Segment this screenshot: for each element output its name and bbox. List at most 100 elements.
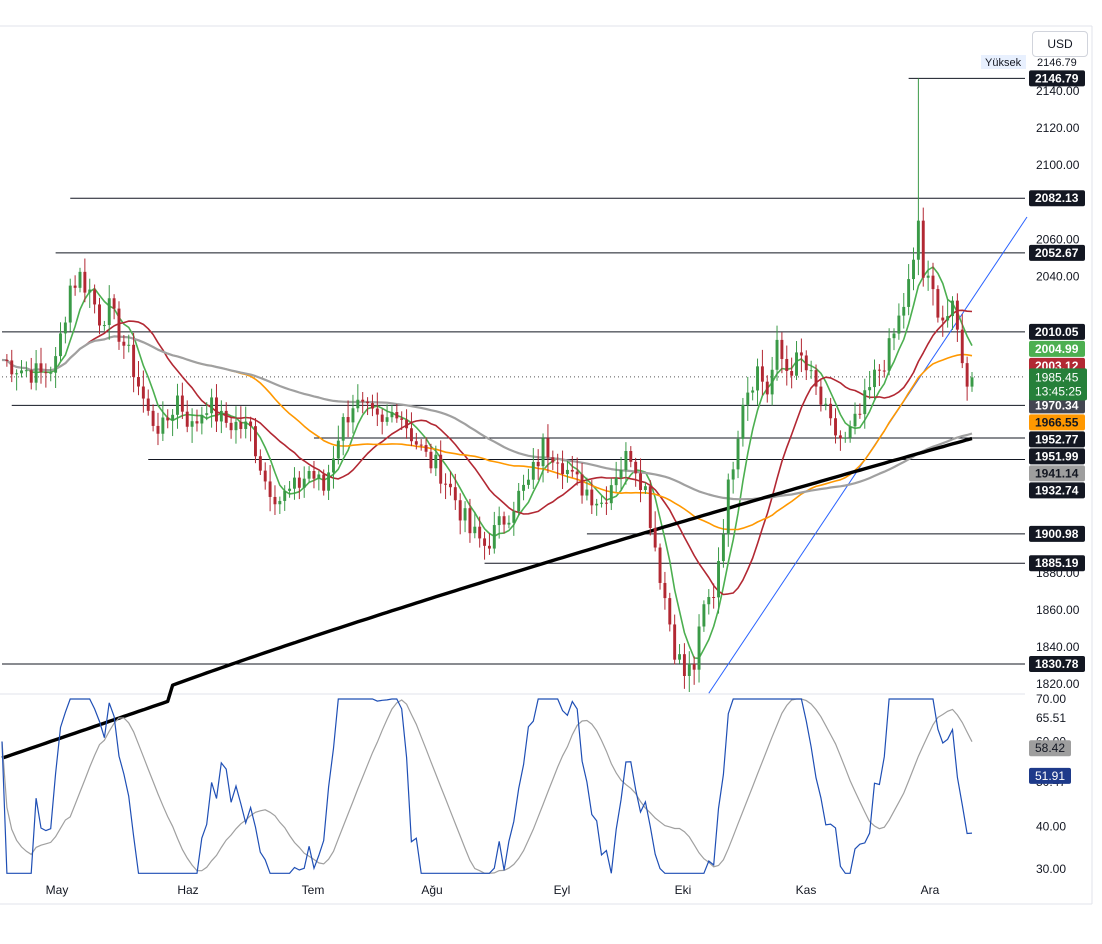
candle — [434, 445, 438, 477]
candle-body — [561, 463, 565, 475]
candle — [921, 207, 925, 287]
candle-body — [707, 596, 711, 605]
candle-body — [965, 363, 969, 387]
price-label-badge: 1885.19 — [1029, 555, 1085, 572]
candle-body — [424, 445, 428, 452]
candle-body — [312, 471, 316, 479]
price-axis[interactable]: 2140.00 2120.00 2100.00 2060.00 2040.00 1860.… — [1036, 84, 1080, 691]
horizontal-levels[interactable] — [2, 77, 1025, 665]
time-tick-label: Haz — [177, 883, 198, 897]
candle — [405, 409, 409, 439]
candle-body — [283, 490, 287, 501]
candle — [283, 485, 287, 511]
candle-body — [219, 410, 223, 422]
candle-body — [239, 421, 243, 429]
candle — [829, 397, 833, 426]
candle — [307, 466, 311, 483]
candle — [215, 384, 218, 433]
candle — [502, 511, 506, 534]
candle-body — [107, 298, 111, 326]
time-tick-label: Ara — [921, 883, 940, 897]
candle-body — [49, 372, 53, 374]
candle-body — [970, 377, 974, 387]
candle — [20, 360, 23, 378]
candle-body — [468, 508, 472, 534]
candle — [951, 296, 954, 330]
price-label-bg — [1029, 190, 1085, 207]
candle-body — [487, 545, 491, 549]
candle-body — [887, 338, 891, 371]
moving-average-6 — [1, 266, 973, 660]
candle — [68, 278, 72, 332]
candle-body — [117, 308, 121, 342]
candle — [575, 457, 579, 486]
price-label-text: 1900.98 — [1035, 527, 1079, 541]
candle — [551, 450, 555, 471]
price-label-bg — [1029, 244, 1085, 261]
candle-body — [336, 440, 340, 459]
candle — [600, 495, 604, 508]
time-axis[interactable]: May Haz Tem Ağu Eyl Eki Kas Ara — [46, 883, 940, 897]
candle — [877, 364, 881, 387]
candle-body — [824, 403, 828, 405]
price-label-bg — [1029, 414, 1085, 431]
candle-body — [24, 370, 28, 372]
candle — [239, 406, 243, 439]
candle — [536, 449, 540, 480]
candle — [873, 359, 876, 399]
candle — [278, 496, 282, 514]
candle — [936, 285, 940, 323]
candle — [609, 478, 613, 511]
price-label-text: 2082.13 — [1035, 191, 1079, 205]
candle-body — [132, 344, 136, 378]
candle-body — [88, 289, 92, 293]
candle — [5, 354, 9, 367]
candle-body — [190, 421, 194, 427]
candle-body — [59, 333, 62, 357]
candle — [414, 432, 418, 450]
candle — [765, 375, 769, 403]
candle — [843, 431, 847, 443]
candle — [834, 408, 837, 444]
candle-body — [541, 438, 545, 467]
candle — [960, 314, 964, 369]
candle-body — [322, 474, 326, 491]
price-labels: 2146.792082.132052.672010.052004.992003.… — [1029, 70, 1087, 673]
candle — [44, 363, 48, 388]
price-tick-label: 1840.00 — [1036, 640, 1080, 654]
candle — [49, 366, 53, 382]
candle — [317, 470, 321, 491]
candle-body — [526, 479, 530, 485]
currency-button[interactable]: USD — [1032, 31, 1088, 57]
candle — [916, 78, 920, 276]
candle — [785, 345, 789, 386]
price-label-text: 2052.67 — [1035, 246, 1079, 260]
candle-body — [254, 426, 257, 457]
candle — [210, 388, 214, 428]
price-label-bg — [1029, 555, 1085, 572]
high-value: 2146.79 — [1037, 57, 1077, 69]
candle — [156, 412, 160, 446]
candle — [707, 589, 711, 615]
candle — [400, 411, 404, 431]
candle — [297, 471, 301, 500]
rsi-label-badge: 51.91 — [1029, 767, 1071, 784]
price-label-text: 1966.55 — [1035, 415, 1079, 429]
candle-body — [668, 598, 672, 625]
candle — [624, 442, 628, 485]
rsi-pane — [1, 698, 973, 874]
candle-body — [804, 355, 808, 371]
candle-body — [122, 341, 126, 346]
candle — [146, 389, 150, 416]
price-tick-label: 2060.00 — [1036, 232, 1080, 246]
price-label-badge: 2010.05 — [1029, 323, 1085, 340]
candle-body — [258, 456, 262, 471]
candle — [863, 378, 867, 429]
candle-body — [941, 317, 945, 321]
price-label-badge: 1951.99 — [1029, 448, 1085, 465]
candle-body — [68, 285, 72, 323]
candle-body — [185, 411, 189, 427]
candle-body — [297, 477, 301, 488]
